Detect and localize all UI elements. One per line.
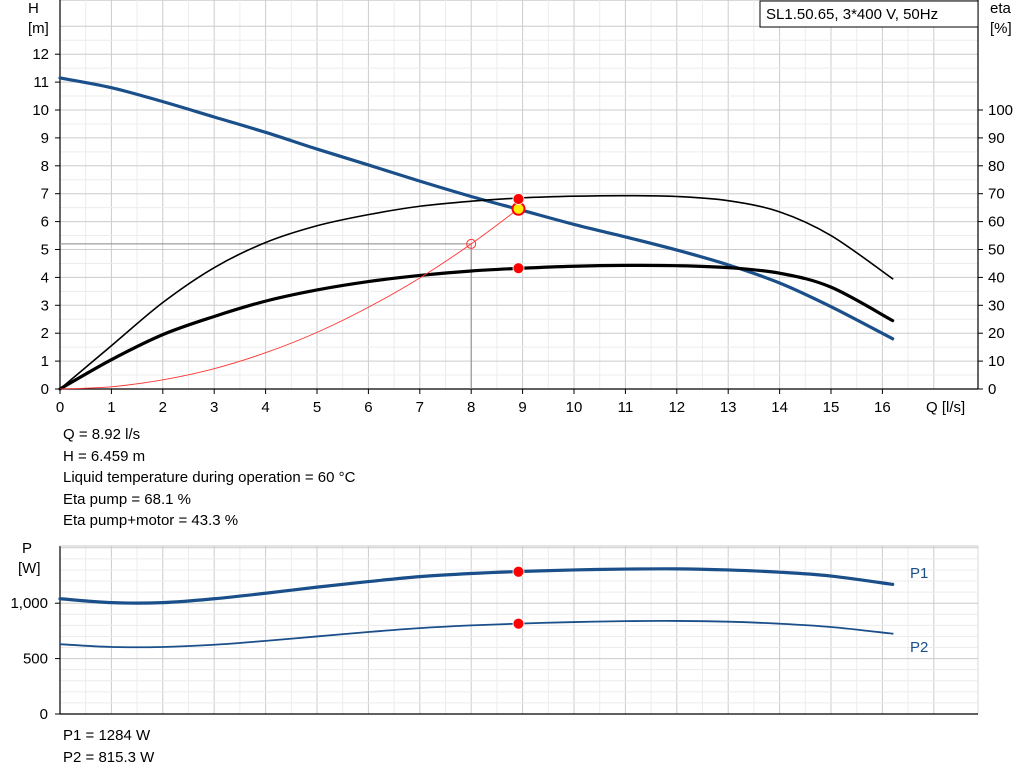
x-tick-label: 10 — [566, 399, 583, 416]
x-tick-label: 8 — [467, 399, 475, 416]
info-eta-pump-motor: Eta pump+motor = 43.3 % — [63, 512, 239, 529]
y-left-tick-label: 1 — [41, 353, 49, 370]
y-left-tick-label: 10 — [32, 102, 49, 119]
x-tick-label: 12 — [668, 399, 685, 416]
chart-marks — [58, 76, 895, 649]
power-point-marker — [512, 617, 525, 630]
top-chart-grid — [59, 0, 979, 390]
bottom-y-label-1: P — [22, 540, 32, 557]
eta-pump-curve — [59, 194, 894, 390]
x-tick-label: 15 — [823, 399, 840, 416]
chart-labels: 0 1 2 3 4 5 6 7 8 9 10 11 12 13 14 15 160123456789101112… — [10, 46, 1013, 723]
system-curve — [59, 208, 519, 390]
y-left-tick-label: 6 — [41, 214, 49, 231]
operating-point-marker — [512, 262, 525, 275]
bottom-y-label-2: [W] — [18, 560, 41, 577]
power-info: P1 = 1284 W P2 = 815.3 W — [63, 725, 154, 768]
top-y-left-label-2: [m] — [28, 20, 49, 37]
info-head: H = 6.459 m — [63, 447, 146, 465]
x-tick-label: 11 — [618, 399, 634, 416]
top-y-right-label-2: [%] — [990, 20, 1012, 37]
y-left-tick-label: 12 — [32, 46, 49, 63]
y-left-tick-label: 7 — [41, 186, 49, 203]
y-right-tick-label: 60 — [988, 214, 1005, 231]
x-tick-label: 16 — [874, 399, 891, 416]
x-tick-label: 3 — [210, 399, 218, 416]
legend-box: SL1.50.65, 3*400 V, 50Hz — [759, 0, 979, 28]
y-left-tick-label: 9 — [41, 130, 49, 147]
info-eta-pump: Eta pump = 68.1 % — [63, 490, 191, 508]
operating-info: Q = 8.92 l/s H = 6.459 m Liquid temperat… — [63, 424, 355, 532]
info-liquid-temperature: Liquid temperature during operation = 60… — [63, 469, 356, 486]
x-tick-label: 7 — [416, 399, 424, 416]
x-tick-label: 13 — [720, 399, 737, 416]
x-tick-label: 1 — [107, 399, 115, 416]
p2-curve — [59, 619, 894, 649]
y-left-tick-label: 11 — [33, 74, 49, 91]
p-tick-label: 500 — [23, 651, 48, 668]
y-right-tick-label: 40 — [988, 269, 1005, 286]
p1-series-label: P1 — [910, 565, 928, 582]
y-left-tick-label: 5 — [41, 242, 49, 259]
x-tick-label: 2 — [159, 399, 167, 416]
info-p2: P2 = 815.3 W — [63, 748, 155, 766]
p1-curve — [58, 567, 895, 605]
power-point-marker — [512, 565, 525, 578]
y-left-tick-label: 3 — [41, 297, 49, 314]
x-tick-label: 0 — [56, 399, 64, 416]
y-right-tick-label: 0 — [988, 381, 996, 398]
p-tick-label: 0 — [40, 706, 48, 723]
x-tick-label: 9 — [518, 399, 526, 416]
y-right-tick-label: 50 — [988, 242, 1005, 259]
top-y-right-label-1: eta — [990, 0, 1012, 17]
info-flow: Q = 8.92 l/s — [63, 426, 141, 443]
legend-box-label: SL1.50.65, 3*400 V, 50Hz — [766, 6, 938, 23]
p-tick-label: 1,000 — [10, 595, 48, 612]
eta-pump-motor-curve — [58, 263, 895, 391]
y-right-tick-label: 70 — [988, 186, 1005, 203]
x-tick-label: 4 — [261, 399, 269, 416]
y-right-tick-label: 30 — [988, 297, 1005, 314]
y-right-tick-label: 20 — [988, 325, 1005, 342]
info-p1: P1 = 1284 W — [63, 727, 151, 744]
guide-point-marker — [466, 238, 477, 249]
p2-series-label: P2 — [910, 639, 928, 656]
y-left-tick-label: 8 — [41, 158, 49, 175]
top-x-axis-label: Q [l/s] — [926, 399, 965, 416]
x-tick-label: 5 — [313, 399, 321, 416]
y-right-tick-label: 80 — [988, 158, 1005, 175]
operating-point-marker — [512, 193, 525, 205]
head-curve — [58, 76, 895, 341]
y-right-tick-label: 90 — [988, 130, 1005, 147]
y-left-tick-label: 2 — [41, 325, 49, 342]
x-tick-label: 14 — [771, 399, 788, 416]
y-left-tick-label: 0 — [41, 381, 49, 398]
y-right-tick-label: 100 — [988, 102, 1013, 119]
top-y-left-label-1: H — [28, 0, 39, 17]
y-left-tick-label: 4 — [41, 269, 49, 286]
y-right-tick-label: 10 — [988, 353, 1005, 370]
x-tick-label: 6 — [364, 399, 372, 416]
